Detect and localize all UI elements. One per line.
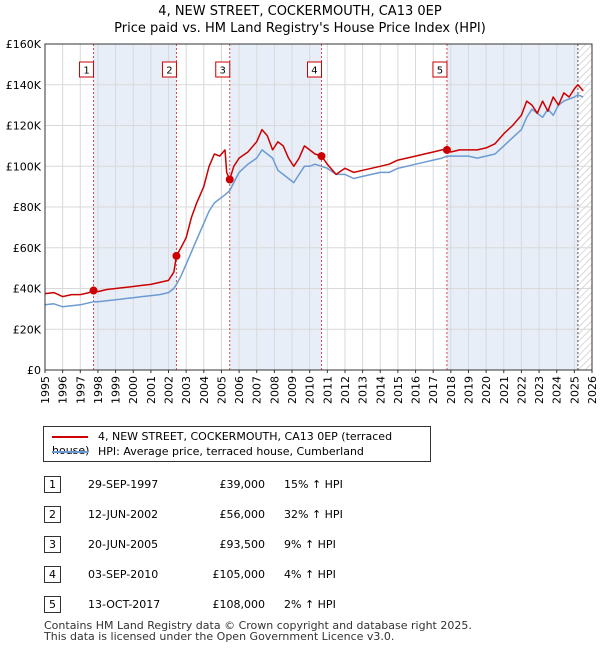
sale-date: 20-JUN-2005	[88, 538, 159, 551]
x-tick-label: 2019	[462, 376, 475, 404]
x-tick-label: 2011	[321, 376, 334, 404]
y-tick-label: £160K	[6, 38, 42, 51]
chart-title: 4, NEW STREET, COCKERMOUTH, CA13 0EP	[158, 4, 442, 19]
sale-marker-label: 1	[83, 66, 89, 77]
x-tick-label: 2006	[233, 376, 246, 404]
y-tick-label: £20K	[13, 323, 42, 336]
sale-hpi-change: 2% ↑ HPI	[284, 598, 336, 611]
x-tick-label: 2021	[498, 376, 511, 404]
footer-copyright: Contains HM Land Registry data © Crown c…	[44, 619, 472, 632]
y-tick-label: £40K	[13, 283, 42, 296]
x-tick-label: 2013	[357, 376, 370, 404]
sale-marker-label: 3	[220, 66, 226, 77]
sale-number-badge: 4	[44, 566, 61, 583]
sale-point	[317, 152, 326, 161]
sale-row: 3 20-JUN-2005 £93,500 9% ↑ HPI	[0, 534, 600, 554]
x-tick-label: 2012	[339, 376, 352, 404]
sale-marker-label: 5	[437, 66, 443, 77]
x-tick-label: 2010	[304, 376, 317, 404]
sale-point	[442, 145, 451, 154]
series-line-property	[44, 84, 584, 298]
x-tick-label: 2003	[180, 376, 193, 404]
x-tick-label: 2026	[586, 376, 599, 404]
sale-number-badge: 1	[44, 476, 61, 493]
sale-hpi-change: 15% ↑ HPI	[284, 478, 343, 491]
sale-row: 1 29-SEP-1997 £39,000 15% ↑ HPI	[0, 474, 600, 494]
legend-swatch-property	[52, 436, 88, 438]
x-tick-label: 2007	[251, 376, 264, 404]
x-tick-label: 1995	[39, 376, 52, 404]
footer-attribution: Contains HM Land Registry data © Crown c…	[44, 620, 472, 642]
x-tick-label: 2024	[551, 376, 564, 404]
sale-price: £105,000	[212, 568, 266, 581]
legend-label-hpi: HPI: Average price, terraced house, Cumb…	[98, 445, 364, 458]
series-line-hpi	[44, 94, 584, 308]
x-tick-label: 2023	[533, 376, 546, 404]
x-tick-label: 1998	[92, 376, 105, 404]
legend-swatch-hpi	[52, 451, 88, 453]
legend-item-hpi: HPI: Average price, terraced house, Cumb…	[52, 445, 364, 459]
x-tick-label: 2017	[427, 376, 440, 404]
legend-item-property: 4, NEW STREET, COCKERMOUTH, CA13 0EP (te…	[52, 430, 430, 457]
sale-row: 2 12-JUN-2002 £56,000 32% ↑ HPI	[0, 504, 600, 524]
x-tick-label: 2001	[145, 376, 158, 404]
x-tick-label: 2000	[127, 376, 140, 404]
y-tick-label: £80K	[13, 201, 42, 214]
sale-number-badge: 3	[44, 536, 61, 553]
x-tick-label: 2018	[445, 376, 458, 404]
footer-license: This data is licensed under the Open Gov…	[44, 630, 395, 643]
x-tick-label: 2008	[268, 376, 281, 404]
sale-point	[225, 175, 234, 184]
sale-point	[172, 251, 181, 260]
legend-label-property: 4, NEW STREET, COCKERMOUTH, CA13 0EP (te…	[52, 430, 393, 457]
sale-marker-label: 4	[311, 66, 317, 77]
x-tick-label: 1999	[110, 376, 123, 404]
sale-marker-box	[432, 61, 448, 78]
y-tick-label: £100K	[6, 160, 42, 173]
sale-marker-box	[306, 61, 322, 78]
sale-price: £56,000	[219, 508, 266, 521]
sale-marker-box	[215, 61, 231, 78]
sale-price: £93,500	[219, 538, 266, 551]
x-tick-label: 2015	[392, 376, 405, 404]
sale-row: 4 03-SEP-2010 £105,000 4% ↑ HPI	[0, 564, 600, 584]
chart-subtitle: Price paid vs. HM Land Registry's House …	[114, 21, 486, 36]
sale-number-badge: 5	[44, 596, 61, 613]
sale-row: 5 13-OCT-2017 £108,000 2% ↑ HPI	[0, 594, 600, 614]
sale-date: 03-SEP-2010	[88, 568, 159, 581]
sale-marker-box	[79, 61, 95, 78]
x-tick-label: 2002	[163, 376, 176, 404]
x-tick-label: 2004	[198, 376, 211, 404]
chart-legend: 4, NEW STREET, COCKERMOUTH, CA13 0EP (te…	[43, 426, 431, 462]
x-tick-label: 2014	[374, 376, 387, 404]
sale-marker-box	[161, 61, 177, 78]
sale-hpi-change: 32% ↑ HPI	[284, 508, 343, 521]
y-tick-label: £0	[27, 364, 41, 377]
sale-number-badge: 2	[44, 506, 61, 523]
sale-price: £39,000	[219, 478, 266, 491]
plot-frame	[44, 43, 593, 371]
sale-hpi-change: 4% ↑ HPI	[284, 568, 336, 581]
x-tick-label: 2025	[568, 376, 581, 404]
sale-point	[89, 286, 98, 295]
sale-price: £108,000	[212, 598, 266, 611]
x-tick-label: 2022	[515, 376, 528, 404]
y-tick-label: £140K	[6, 79, 42, 92]
x-tick-label: 2016	[410, 376, 423, 404]
chart-title-block: 4, NEW STREET, COCKERMOUTH, CA13 0EP Pri…	[0, 3, 600, 37]
y-tick-label: £120K	[6, 120, 42, 133]
price-chart: 1 2 3 4 5 £0 £20K £40K £60K £80K £100K £120K £140K £…	[6, 38, 599, 404]
x-tick-label: 2020	[480, 376, 493, 404]
x-tick-label: 1997	[74, 376, 87, 404]
x-tick-label: 2009	[286, 376, 299, 404]
sale-marker-label: 2	[166, 66, 172, 77]
sale-date: 12-JUN-2002	[88, 508, 159, 521]
sale-date: 13-OCT-2017	[88, 598, 161, 611]
x-tick-label: 1996	[57, 376, 70, 404]
x-tick-label: 2005	[215, 376, 228, 404]
y-tick-label: £60K	[13, 242, 42, 255]
sale-date: 29-SEP-1997	[88, 478, 159, 491]
sale-hpi-change: 9% ↑ HPI	[284, 538, 336, 551]
